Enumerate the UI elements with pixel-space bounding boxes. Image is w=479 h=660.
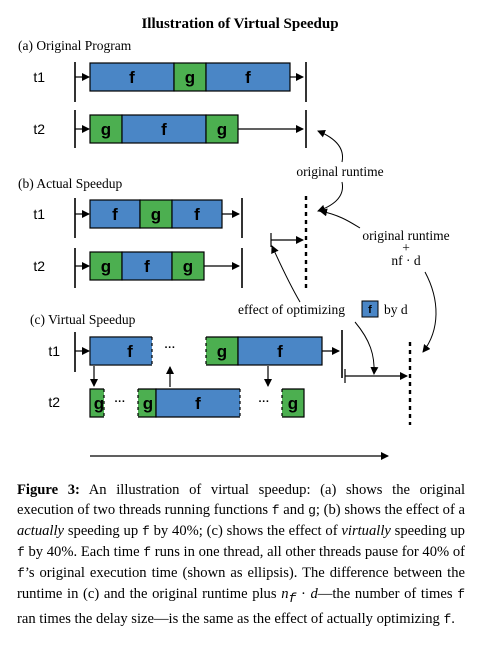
original-runtime-label: original runtime	[296, 164, 383, 179]
caption-text: An illustration of virtual speedup: (a) …	[17, 482, 466, 518]
virtual-speedup-figure: Illustration of Virtual Speedup (a) Orig…	[18, 16, 450, 460]
caption-text: ran times the delay size—is the same as …	[17, 610, 444, 627]
caption-text: and	[279, 502, 309, 518]
block-f: f	[89, 336, 153, 366]
thread-label-t1: t1	[33, 206, 45, 222]
block-g: g	[173, 62, 207, 92]
ellipsis: ···	[165, 342, 176, 354]
code-f: f	[17, 545, 25, 560]
svg-text:g: g	[217, 342, 227, 361]
svg-text:f: f	[129, 68, 135, 87]
svg-text:g: g	[217, 120, 227, 139]
caption-text: speeding up	[64, 523, 142, 539]
block-g: g	[89, 251, 123, 281]
block-g: g	[205, 114, 239, 144]
block-g: g	[137, 388, 157, 418]
effect-label-suffix: by d	[384, 302, 408, 317]
svg-text:f: f	[161, 120, 167, 139]
svg-text:g: g	[94, 394, 104, 413]
section-c: t1 f ··· g f t2 g ···	[48, 330, 343, 418]
caption-text: ; (b) shows the effect of a	[315, 502, 466, 518]
block-g: g	[89, 114, 123, 144]
code-f: f	[443, 611, 452, 627]
svg-text:f: f	[127, 342, 133, 361]
caption-text: by 40%. Each time	[24, 544, 144, 560]
ellipsis: ···	[115, 396, 126, 408]
svg-text:g: g	[185, 68, 195, 87]
caption-text: ·	[296, 586, 311, 602]
thread-label-t1: t1	[48, 343, 60, 359]
section-b: t1 f g f t2 g f g	[33, 198, 243, 288]
svg-text:f: f	[112, 205, 118, 224]
svg-text:g: g	[143, 394, 153, 413]
effect-arrow-c	[354, 321, 379, 375]
svg-text:f: f	[195, 394, 201, 413]
block-f: f	[121, 114, 207, 144]
effect-measure-c	[344, 369, 408, 383]
code-f: f	[271, 503, 280, 518]
caption-text: ’s original execution time (shown as ell…	[17, 565, 465, 602]
code-f: f	[141, 524, 150, 539]
effect-f-block: f	[361, 300, 379, 318]
figure-title: Illustration of Virtual Speedup	[141, 16, 338, 32]
svg-text:g: g	[151, 205, 161, 224]
code-f: f	[143, 545, 152, 560]
effect-arrow-b	[271, 245, 301, 303]
caption-text: by 40%; (c) shows the effect of	[149, 523, 342, 539]
caption-emphasis: virtually	[341, 523, 391, 539]
runtime-arrow-b	[319, 208, 361, 229]
block-f: f	[237, 336, 323, 366]
runtime-arrow-c	[422, 271, 437, 353]
block-g: g	[281, 388, 305, 418]
caption-subscript: f	[288, 590, 297, 606]
code-f: f	[17, 566, 25, 581]
plus-sign: +	[402, 240, 410, 255]
caption-text: runs in one thread, all other threads pa…	[151, 544, 465, 560]
runtime-arrow-upper	[317, 129, 344, 163]
original-runtime-label-2: original runtime	[362, 228, 449, 243]
svg-text:f: f	[245, 68, 251, 87]
block-g: g	[89, 388, 105, 418]
thread-label-t2: t2	[33, 258, 45, 274]
section-a-label: (a) Original Program	[18, 38, 132, 53]
thread-label-t2: t2	[33, 121, 45, 137]
caption-text: —the number of times	[317, 586, 458, 602]
block-f: f	[89, 62, 175, 92]
block-f: f	[121, 251, 173, 281]
runtime-arrow-lower	[317, 181, 344, 213]
thread-label-t1: t1	[33, 69, 45, 85]
svg-text:f: f	[368, 304, 372, 316]
caption-emphasis: n	[281, 586, 289, 602]
figure-caption: Figure 3: An illustration of virtual spe…	[17, 480, 465, 630]
block-f: f	[89, 199, 141, 229]
block-g: g	[205, 336, 239, 366]
ellipsis: ···	[259, 396, 270, 408]
section-a: t1 f g f t2 g f g	[33, 62, 307, 148]
caption-text: .	[451, 610, 455, 627]
caption-text: speeding up	[390, 523, 465, 539]
code-f: f	[457, 587, 465, 602]
effect-label-prefix: effect of optimizing	[238, 302, 345, 317]
thread-label-t2: t2	[48, 394, 60, 410]
code-g: g	[308, 503, 316, 518]
block-f: f	[205, 62, 291, 92]
caption-emphasis: d	[310, 586, 318, 602]
block-f: f	[155, 388, 241, 418]
svg-text:g: g	[288, 394, 298, 413]
block-g: g	[139, 199, 173, 229]
section-c-label: (c) Virtual Speedup	[30, 312, 136, 327]
caption-emphasis: actually	[17, 523, 65, 539]
svg-text:g: g	[101, 257, 111, 276]
caption-label: Figure 3:	[17, 482, 80, 498]
svg-text:g: g	[183, 257, 193, 276]
nf-d-label: nf · d	[391, 253, 420, 268]
effect-measure-b	[270, 233, 304, 247]
svg-text:f: f	[277, 342, 283, 361]
svg-text:f: f	[194, 205, 200, 224]
svg-text:f: f	[144, 257, 150, 276]
section-b-label: (b) Actual Speedup	[18, 176, 122, 191]
block-f: f	[171, 199, 223, 229]
block-g: g	[171, 251, 205, 281]
svg-text:g: g	[101, 120, 111, 139]
